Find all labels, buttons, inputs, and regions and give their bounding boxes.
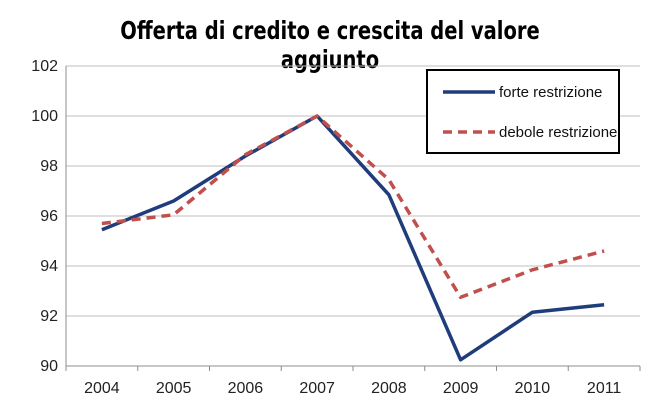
legend-label-1: forte restrizione <box>499 84 602 101</box>
y-tick-label: 100 <box>31 108 58 125</box>
x-tick-label: 2010 <box>515 380 551 397</box>
series-line-2 <box>101 114 605 300</box>
y-tick-label: 102 <box>31 58 58 75</box>
y-tick-label: 92 <box>40 308 58 325</box>
series-line-1 <box>101 114 605 362</box>
y-tick-label: 94 <box>40 258 58 275</box>
legend-box <box>426 69 620 154</box>
x-tick-label: 2005 <box>156 380 192 397</box>
x-tick-label: 2007 <box>299 380 335 397</box>
y-tick-label: 90 <box>40 358 58 375</box>
x-tick-label: 2006 <box>228 380 264 397</box>
chart-title: Offerta di credito e crescita del valore… <box>120 16 540 74</box>
x-tick-label: 2008 <box>371 380 407 397</box>
y-tick-label: 98 <box>40 158 58 175</box>
y-tick-label: 96 <box>40 208 58 225</box>
x-tick-label: 2011 <box>587 380 622 397</box>
x-tick-label: 2004 <box>84 380 120 397</box>
x-tick-label: 2009 <box>443 380 479 397</box>
legend-label-2: debole restrizione <box>499 124 617 141</box>
